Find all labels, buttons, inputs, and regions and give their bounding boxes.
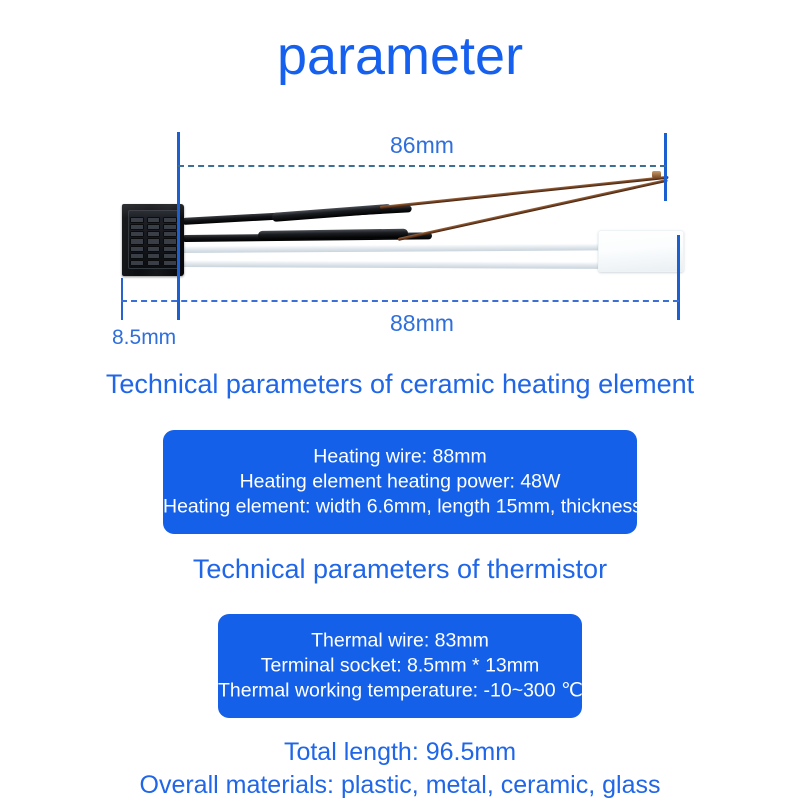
summary-line-total-length: Total length: 96.5mm bbox=[283, 738, 517, 766]
dimension-label-86mm: 86mm bbox=[390, 132, 454, 158]
measure-line-left-lower bbox=[177, 268, 180, 320]
ceramic-heating-element bbox=[598, 230, 684, 272]
wire-sleeve-upper bbox=[271, 203, 392, 222]
heating-wire-lower bbox=[177, 260, 603, 269]
spec-line: Heating element heating power: 48W bbox=[239, 470, 561, 493]
product-dimension-diagram: 86mm 88mm 8.5mm bbox=[0, 118, 800, 363]
spec-line: Terminal socket: 8.5mm * 13mm bbox=[260, 654, 540, 677]
page-title: parameter bbox=[276, 26, 524, 86]
summary-text: Total length: 96.5mm Overall materials: … bbox=[0, 736, 800, 802]
dimension-guide-bottom bbox=[121, 300, 679, 302]
spec-panel-thermistor: Thermal wire: 83mm Terminal socket: 8.5m… bbox=[218, 614, 583, 718]
spec-line: Thermal working temperature: -10~300 ℃ bbox=[218, 679, 583, 702]
measure-line-right-top bbox=[664, 133, 667, 201]
heating-wire-upper bbox=[177, 243, 603, 253]
spec-line: Thermal wire: 83mm bbox=[311, 629, 489, 652]
copper-lead-tip bbox=[652, 171, 661, 178]
spec-panel-ceramic: Heating wire: 88mm Heating element heati… bbox=[163, 430, 708, 534]
measure-line-left bbox=[177, 132, 180, 320]
dimension-label-8-5mm: 8.5mm bbox=[112, 326, 177, 349]
spec-line: Heating wire: 88mm bbox=[313, 445, 487, 468]
spec-panel-thermistor-lines: Thermal wire: 83mm Terminal socket: 8.5m… bbox=[218, 629, 583, 704]
measure-line-right-bottom bbox=[677, 235, 680, 320]
dimension-label-88mm: 88mm bbox=[390, 310, 454, 336]
connector-pin-grid bbox=[130, 217, 177, 266]
spec-panel-ceramic-lines: Heating wire: 88mm Heating element heati… bbox=[163, 445, 708, 520]
measure-tick-connector-left bbox=[121, 278, 123, 320]
section-heading-thermistor: Technical parameters of thermistor bbox=[192, 554, 608, 584]
product-photo bbox=[0, 118, 800, 363]
dimension-guide-top bbox=[178, 165, 666, 167]
connector-gloss bbox=[122, 204, 184, 218]
section-heading-ceramic: Technical parameters of ceramic heating … bbox=[105, 369, 695, 399]
copper-lead-upper bbox=[379, 175, 669, 210]
spec-line: Heating element: width 6.6mm, length 15m… bbox=[163, 495, 708, 518]
terminal-socket-connector bbox=[122, 204, 184, 276]
summary-line-materials: Overall materials: plastic, metal, ceram… bbox=[139, 771, 661, 799]
